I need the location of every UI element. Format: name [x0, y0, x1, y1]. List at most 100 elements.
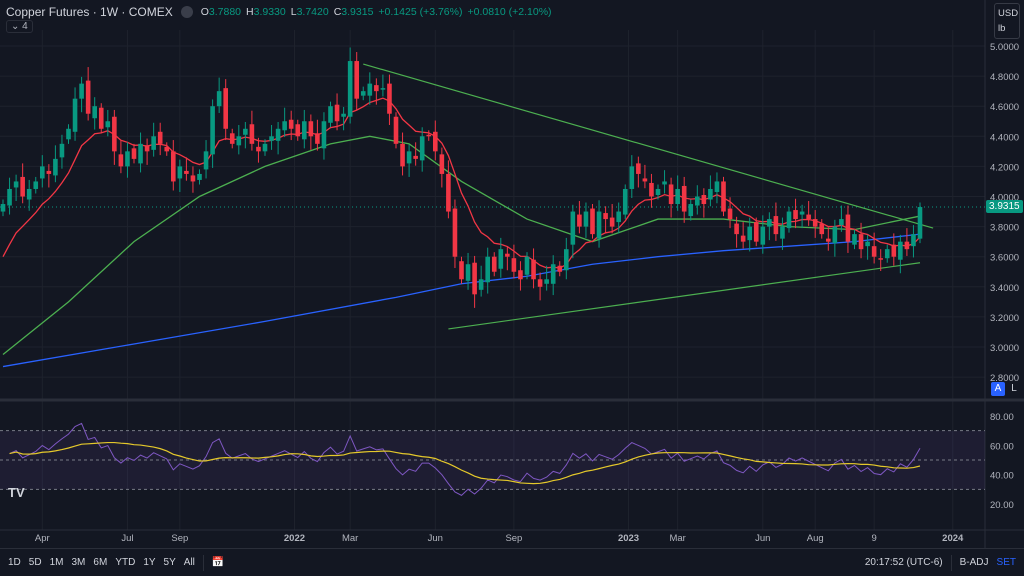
currency-select[interactable]: USD	[998, 8, 1019, 19]
log-scale-button[interactable]: L	[1011, 383, 1017, 394]
time-tick-label: Jun	[755, 533, 770, 544]
candle	[433, 120, 438, 161]
range-5y[interactable]: 5Y	[163, 557, 176, 568]
candle	[740, 222, 746, 249]
candle	[360, 86, 366, 101]
candle-body	[157, 131, 163, 144]
range-ytd[interactable]: YTD	[115, 557, 136, 568]
time-tick-label: Mar	[669, 533, 685, 544]
candle-body	[302, 121, 307, 140]
candle-body	[334, 104, 340, 122]
candle	[485, 247, 490, 294]
price-tick-label: 3.4000	[990, 283, 1019, 294]
candle-body	[609, 217, 615, 227]
candle-body	[537, 279, 543, 287]
candle-body	[249, 124, 255, 144]
candle	[891, 233, 897, 266]
candle	[367, 72, 373, 105]
candle-body	[46, 170, 52, 174]
candle	[125, 142, 130, 178]
candle	[747, 217, 752, 252]
last-price-tag: 3.9315	[986, 200, 1023, 213]
currency-unit-selector[interactable]: USD lb	[994, 3, 1020, 39]
candle-body	[144, 145, 150, 152]
candle-body	[341, 113, 346, 117]
candle-body	[406, 151, 412, 164]
candle	[328, 101, 333, 128]
price-tick-label: 2.8000	[990, 373, 1019, 384]
candle	[498, 237, 504, 278]
candle	[249, 110, 255, 151]
clock-time[interactable]: 20:17:52 (UTC-6)	[864, 557, 943, 568]
candle	[570, 204, 576, 259]
candle	[315, 119, 320, 151]
candle-body	[426, 134, 432, 137]
auto-scale-button[interactable]: A	[991, 382, 1005, 396]
range-1y[interactable]: 1Y	[143, 557, 156, 568]
candle	[655, 184, 661, 200]
candle	[439, 147, 445, 188]
candle	[46, 164, 52, 188]
candle-body	[26, 188, 32, 200]
candle-body	[819, 223, 825, 235]
candle-body	[662, 181, 667, 185]
candle-body	[131, 148, 137, 159]
candle-body	[505, 253, 510, 257]
candle-body	[433, 131, 438, 152]
candle	[164, 142, 170, 156]
candle-body	[138, 143, 143, 164]
rsi-tick-label: 40.00	[990, 471, 1014, 482]
candle-body	[478, 279, 484, 290]
candle-body	[262, 143, 268, 152]
candle-body	[243, 128, 248, 135]
candle	[898, 234, 903, 274]
candle	[780, 217, 785, 250]
candle	[79, 76, 84, 113]
price-chart[interactable]: 5.0000 4.8000 4.6000 4.4000 4.2000 4.0000 3.80…	[0, 0, 1024, 548]
set-button[interactable]: SET	[996, 557, 1016, 568]
collapse-icon[interactable]	[180, 6, 193, 18]
unit-select[interactable]: lb	[998, 23, 1006, 34]
candle	[596, 200, 602, 248]
candle-body	[865, 241, 870, 247]
badj-button[interactable]: B-ADJ	[959, 557, 989, 568]
candle-body	[701, 194, 707, 205]
rsi-ma-line	[9, 441, 921, 485]
candle-body	[491, 256, 497, 272]
candle	[138, 132, 143, 173]
range-1d[interactable]: 1D	[8, 557, 21, 568]
candle-body	[105, 121, 111, 128]
price-tick-label: 3.6000	[990, 253, 1019, 264]
candle	[668, 177, 674, 218]
candle-body	[878, 258, 883, 260]
calendar-goto-icon[interactable]: 📅	[211, 557, 225, 568]
range-1m[interactable]: 1M	[49, 557, 64, 568]
symbol-title[interactable]: Copper Futures · 1W · COMEX	[6, 5, 173, 19]
candle-body	[583, 211, 589, 227]
rsi-tick-label: 60.00	[990, 441, 1014, 452]
range-5d[interactable]: 5D	[28, 557, 42, 568]
candle-body	[590, 208, 595, 235]
candle	[858, 222, 864, 259]
candle	[511, 244, 517, 279]
candle	[288, 110, 294, 141]
candle-body	[780, 226, 785, 239]
candle-body	[85, 80, 91, 114]
candle	[374, 78, 379, 105]
candle	[459, 256, 464, 284]
range-6m[interactable]: 6M	[93, 557, 108, 568]
candle	[701, 188, 707, 218]
candle	[387, 74, 392, 126]
candle-body	[747, 226, 752, 241]
legend-header: Copper Futures · 1W · COMEX O3.7880 H3.9…	[6, 5, 552, 19]
candle	[275, 122, 281, 155]
tradingview-logo: TV	[8, 485, 25, 500]
range-3m[interactable]: 3M	[71, 557, 86, 568]
indicators-toggle[interactable]: ⌄ 4	[6, 20, 33, 33]
change-2: +0.0810 (+2.10%)	[467, 6, 552, 18]
candle-body	[452, 208, 458, 257]
candle	[72, 87, 78, 141]
range-all[interactable]: All	[183, 557, 195, 568]
candle	[753, 217, 759, 247]
candle-body	[321, 121, 327, 149]
